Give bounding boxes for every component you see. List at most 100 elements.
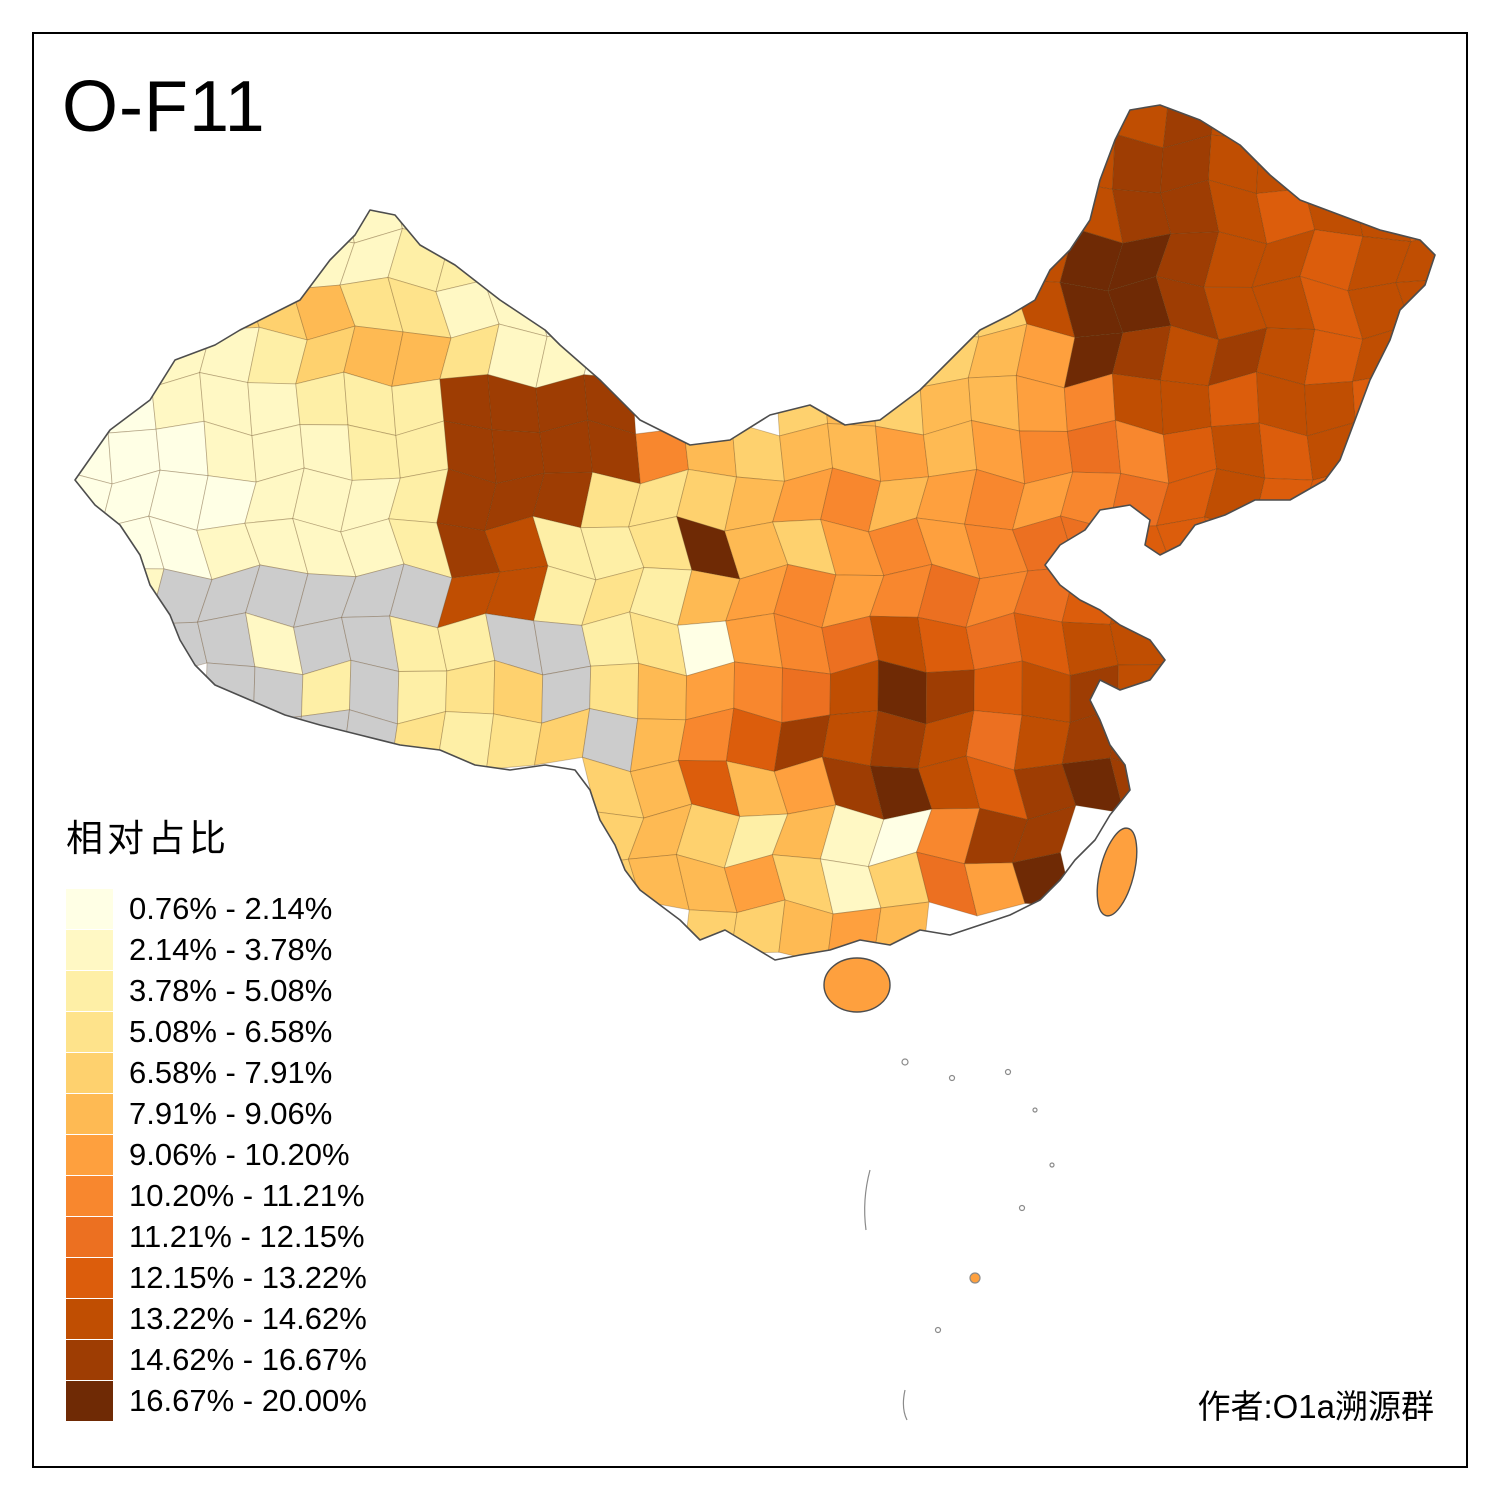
legend-swatch [66, 970, 113, 1011]
map-cell [1069, 664, 1119, 724]
map-cell [1109, 757, 1173, 818]
map-cell [778, 899, 834, 960]
legend-label: 14.62% - 16.67% [129, 1341, 367, 1377]
map-cell [915, 277, 980, 338]
legend-row: 13.22% - 14.62% [66, 1298, 367, 1339]
map-cell [100, 568, 165, 625]
map-cell [1016, 180, 1076, 240]
map-cell [248, 179, 307, 235]
map-cell [197, 612, 256, 668]
legend-label: 5.08% - 6.58% [129, 1013, 333, 1049]
map-cell [195, 230, 260, 291]
legend-label: 9.06% - 10.20% [129, 1136, 350, 1172]
legend-swatch [66, 1257, 113, 1298]
map-cell [75, 419, 113, 485]
map-cell [1303, 131, 1356, 190]
map-cell [531, 227, 596, 293]
map-cell [1395, 227, 1435, 284]
map-cell [1061, 566, 1125, 625]
map-cell [243, 231, 307, 290]
legend-swatch [66, 929, 113, 970]
legend-label: 7.91% - 9.06% [129, 1095, 333, 1131]
map-cell [871, 371, 924, 436]
map-cell [1018, 105, 1074, 147]
map-cell [1306, 105, 1362, 148]
legend-label: 6.58% - 7.91% [129, 1054, 333, 1090]
legend-title: 相对占比 [66, 818, 230, 859]
map-cell [75, 375, 109, 434]
legend-label: 10.20% - 11.21% [129, 1177, 365, 1213]
map-cell [1258, 105, 1314, 148]
map-cell [246, 715, 303, 773]
map-cell [1157, 611, 1215, 677]
map-cell [147, 284, 212, 340]
legend-swatch [66, 1134, 113, 1175]
legend-label: 11.21% - 12.15% [129, 1218, 365, 1254]
figure-title: O-F11 [62, 67, 266, 147]
legend-swatch [66, 1175, 113, 1216]
taiwan-region [1096, 827, 1138, 917]
map-cell [151, 372, 205, 430]
map-cell [147, 229, 211, 290]
map-cell [1109, 611, 1167, 666]
legend-row: 14.62% - 16.67% [66, 1339, 367, 1380]
south-china-sea-islets [864, 1058, 1055, 1421]
map-cell [963, 238, 1028, 293]
map-cell [435, 238, 500, 293]
legend-label: 13.22% - 14.62% [129, 1300, 367, 1336]
map-cell [1351, 131, 1404, 197]
legend-row: 3.78% - 5.08% [66, 970, 367, 1011]
map-cell [867, 277, 932, 334]
map-cell [1159, 379, 1212, 436]
legend-label: 0.76% - 2.14% [129, 890, 333, 926]
map-cell [1400, 324, 1435, 389]
legend-swatch [66, 1216, 113, 1257]
map-cell [296, 179, 355, 244]
legend-label: 12.15% - 13.22% [129, 1259, 367, 1295]
map-cell [440, 182, 500, 241]
map-cell [821, 710, 879, 767]
map-cell [1399, 183, 1435, 243]
attribution: 作者:O1a溯源群 [1197, 1388, 1434, 1425]
map-cell [826, 907, 882, 960]
legend-row: 6.58% - 7.91% [66, 1052, 367, 1093]
map-cell [1117, 664, 1167, 721]
map-cell [1157, 566, 1221, 627]
legend-label: 3.78% - 5.08% [129, 972, 333, 1008]
map-cell [874, 425, 930, 482]
map-cell [252, 666, 304, 723]
map-cell [781, 667, 831, 724]
map-cell [485, 713, 543, 770]
map-cell [968, 131, 1020, 197]
map-cell [294, 709, 351, 766]
map-cell [1016, 139, 1068, 197]
legend-row: 5.08% - 6.58% [66, 1011, 367, 1052]
map-cell [1165, 663, 1215, 721]
china-outline [74, 104, 1436, 961]
map-cell [973, 660, 1023, 716]
legend-swatch [66, 1380, 113, 1421]
legend-row: 11.21% - 12.15% [66, 1216, 367, 1257]
map-cell [583, 324, 644, 380]
map-cell [970, 105, 1026, 147]
legend-row: 10.20% - 11.21% [66, 1175, 367, 1216]
map-cell [823, 324, 884, 384]
map-cell [103, 377, 157, 434]
map-cell [725, 612, 784, 669]
legend-row: 0.76% - 2.14% [66, 888, 367, 929]
map-cell [731, 421, 786, 482]
map-cell [1155, 516, 1221, 572]
map-cell [1352, 372, 1404, 429]
legend-rows: 0.76% - 2.14% 2.14% - 3.78% 3.78% - 5.08% 5… [66, 888, 367, 1421]
map-cell [103, 323, 164, 388]
map-cell [1109, 565, 1173, 626]
legend-swatch [66, 1298, 113, 1339]
map-cell [155, 420, 209, 477]
map-cell [683, 421, 737, 478]
map-cell [99, 277, 164, 340]
legend-swatch [66, 1093, 113, 1134]
hainan-region [823, 957, 891, 1013]
map-cell [1210, 105, 1266, 139]
